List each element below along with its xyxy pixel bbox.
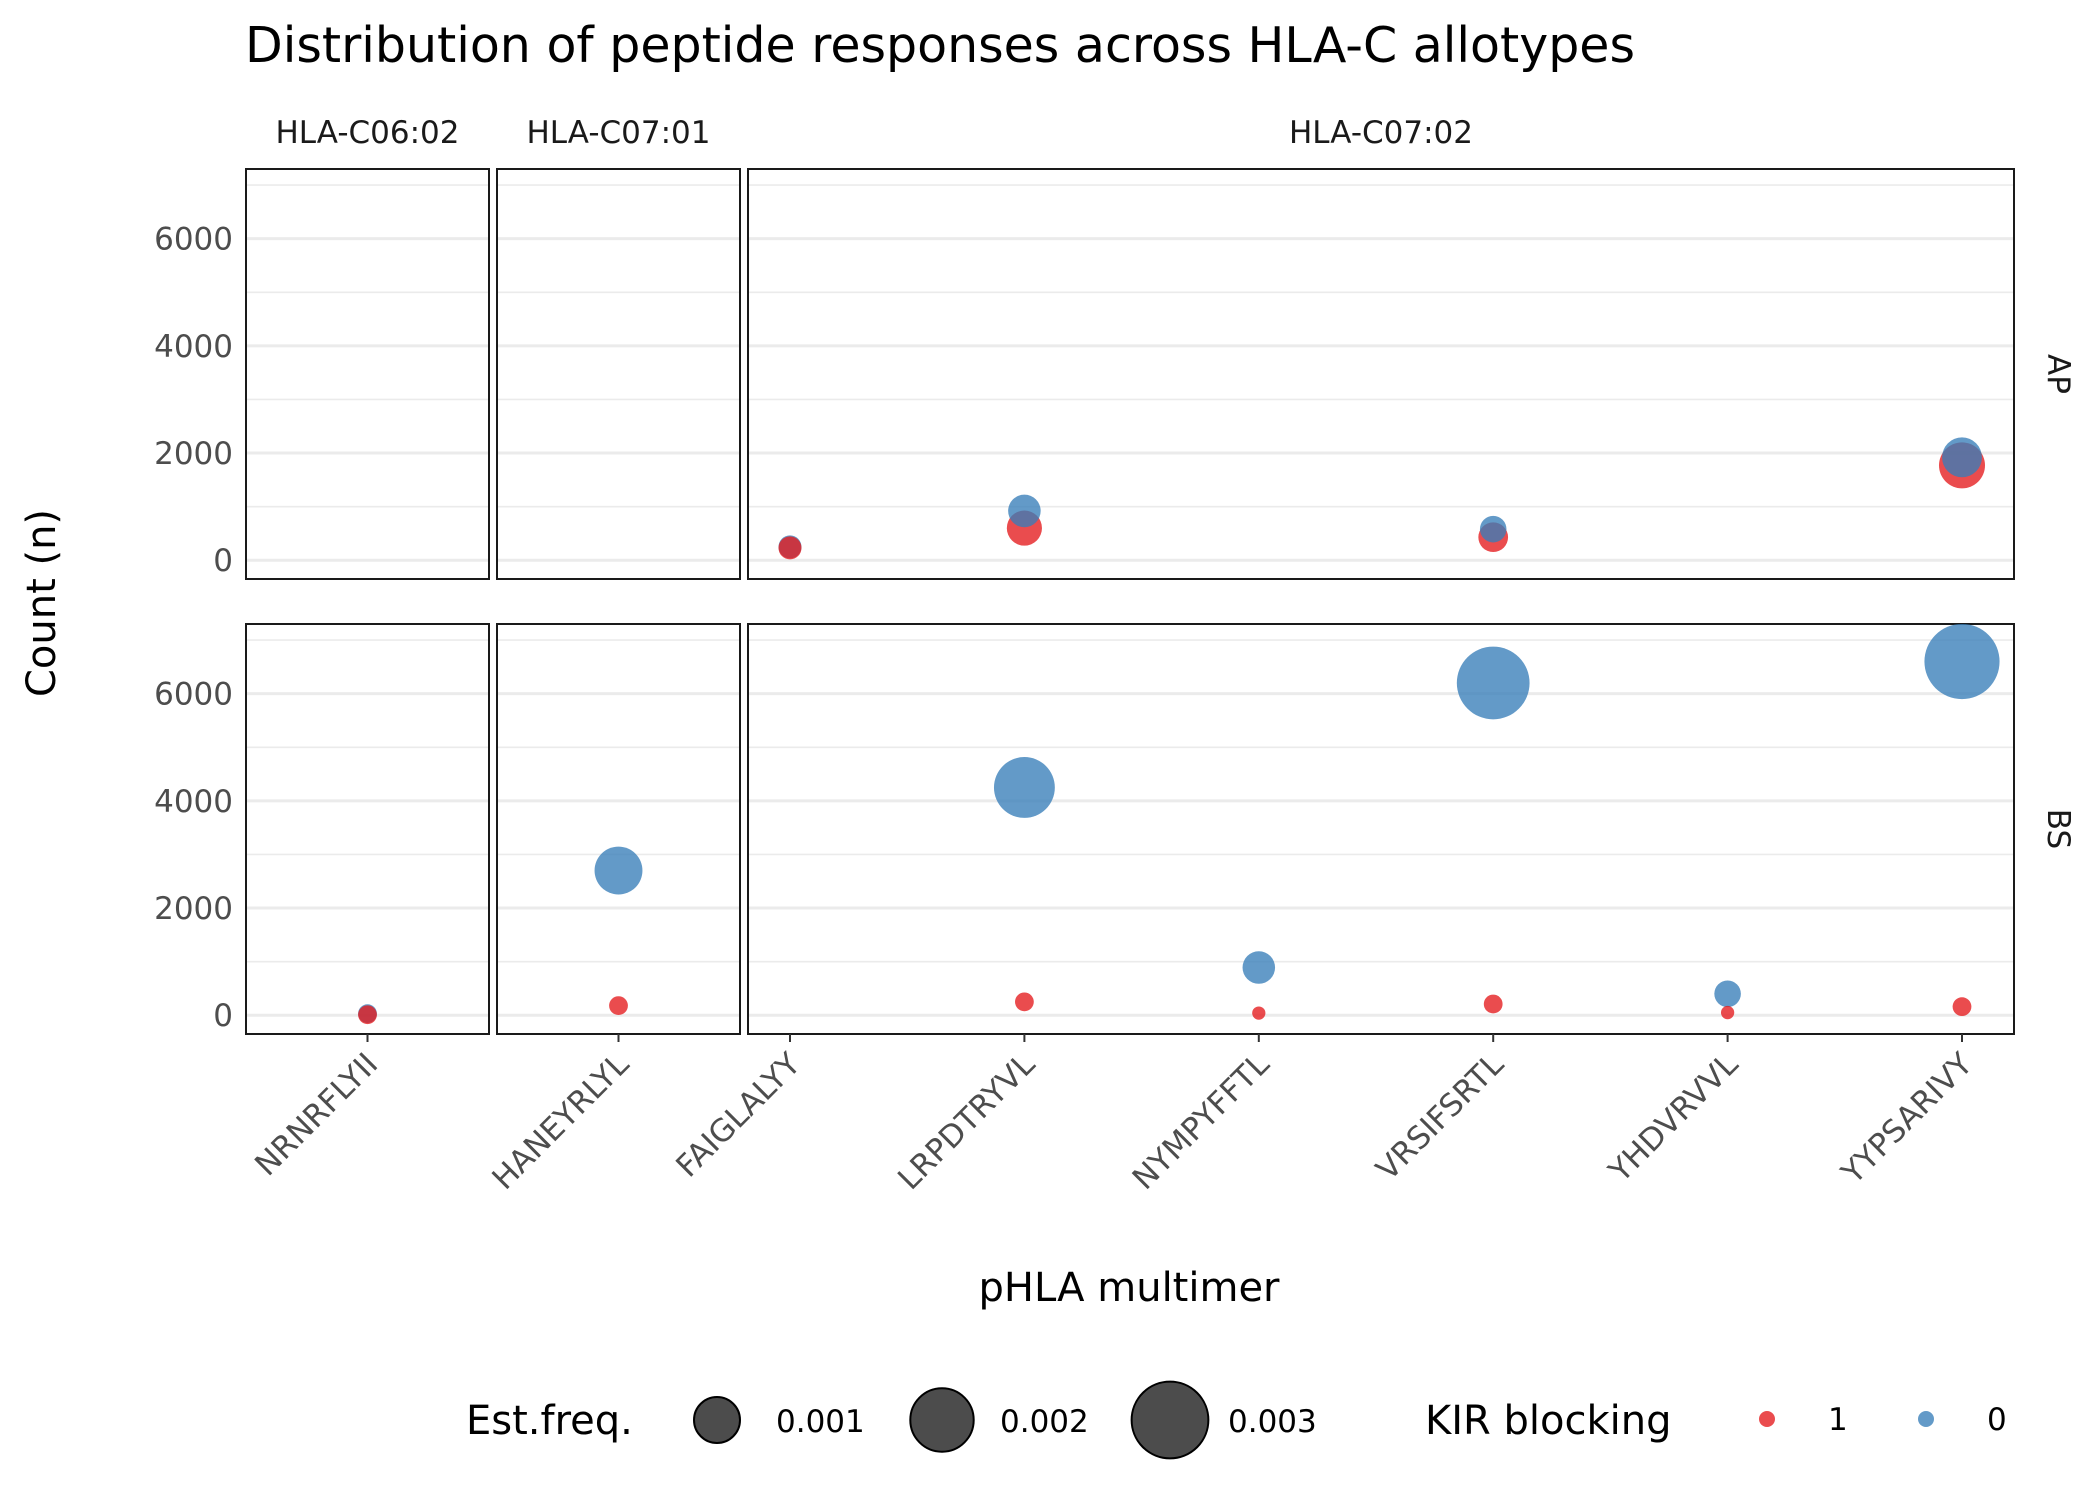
panel-border	[496, 168, 741, 580]
x-tick-label: LRPDTRYVL	[891, 1046, 1042, 1197]
y-axis-label: Count (n)	[19, 509, 65, 697]
panel-border	[245, 168, 490, 580]
data-point	[1456, 646, 1530, 720]
data-points	[358, 437, 2000, 1025]
y-tick-label: 4000	[154, 784, 233, 820]
x-tick-label: YHDVRVVL	[1601, 1046, 1745, 1190]
data-point	[1242, 951, 1276, 984]
panel-border	[496, 623, 741, 1035]
data-point	[1720, 1005, 1735, 1020]
y-axis: 0 2000 4000 6000 0 2000 4000 6000	[154, 222, 233, 1035]
y-tick-label: 0	[213, 543, 233, 579]
data-point	[1479, 515, 1507, 543]
y-tick-label: 0	[213, 998, 233, 1034]
size-legend-label: 0.003	[1228, 1404, 1317, 1440]
color-legend-label: 0	[1987, 1402, 2007, 1438]
x-axis-label: pHLA multimer	[979, 1265, 1281, 1311]
size-legend-title: Est.freq.	[466, 1398, 633, 1444]
size-legend-key	[909, 1387, 975, 1453]
x-tick-label: YYPSARIVY	[1834, 1046, 1980, 1192]
size-legend-keys: 0.001 0.002 0.003	[693, 1380, 1317, 1460]
color-legend-label: 1	[1828, 1402, 1848, 1438]
data-point	[1252, 1006, 1266, 1020]
data-point	[1015, 992, 1034, 1012]
y-tick-label: 2000	[154, 891, 233, 927]
facet-panel	[496, 168, 741, 580]
x-tick-label: HANEYRLYL	[485, 1046, 636, 1197]
data-point	[1952, 997, 1972, 1017]
size-legend-label: 0.001	[776, 1404, 865, 1440]
color-legend-title: KIR blocking	[1425, 1398, 1672, 1444]
column-strip-label: HLA-C06:02	[276, 115, 460, 151]
data-point	[1483, 994, 1503, 1014]
color-legend-key	[1918, 1411, 1934, 1427]
data-point	[993, 757, 1055, 818]
panel-border	[245, 623, 490, 1035]
data-point	[1008, 494, 1041, 528]
size-legend-key	[693, 1396, 741, 1444]
panel-border	[747, 168, 2015, 580]
x-tick-label: FAIGLALYY	[669, 1046, 807, 1184]
x-tick-label: NRNRFLYII	[248, 1046, 385, 1183]
y-tick-label: 4000	[154, 329, 233, 365]
chart-title: Distribution of peptide responses across…	[245, 17, 1635, 74]
row-strip-label: AP	[2040, 354, 2076, 394]
facet-panel	[747, 623, 2015, 1035]
data-point	[1714, 980, 1741, 1008]
color-legend-key	[1759, 1411, 1775, 1427]
legend: Est.freq. 0.001 0.002 0.003 KIR blocking 1…	[466, 1380, 2007, 1460]
facet-panel	[747, 168, 2015, 580]
size-legend-key	[1130, 1380, 1210, 1460]
y-tick-label: 6000	[154, 222, 233, 258]
x-axis: NRNRFLYII HANEYRLYL FAIGLALYY LRPDTRYVL NYMP…	[248, 1034, 1980, 1197]
column-strip-label: HLA-C07:01	[527, 115, 711, 151]
panel-border	[747, 623, 2015, 1035]
column-strip-label: HLA-C07:02	[1289, 115, 1473, 151]
facet-panels	[245, 168, 2015, 1035]
row-strip-label: BS	[2040, 809, 2076, 849]
data-point	[358, 1005, 377, 1025]
data-point	[594, 846, 643, 895]
data-point	[778, 536, 802, 560]
data-point	[1942, 437, 1982, 478]
facet-strips: AP BS HLA-C06:02 HLA-C07:01 HLA-C07:02	[276, 115, 2077, 849]
size-legend-label: 0.002	[1000, 1404, 1089, 1440]
facet-panel	[245, 168, 490, 580]
x-tick-label: NYMPYFFTL	[1126, 1046, 1277, 1197]
x-tick-label: VRSIFSRTL	[1369, 1046, 1511, 1188]
data-point	[609, 996, 628, 1015]
y-tick-label: 2000	[154, 436, 233, 472]
facet-panel	[245, 623, 490, 1035]
facet-panel	[496, 623, 741, 1035]
y-tick-label: 6000	[154, 677, 233, 713]
data-point	[1924, 623, 2000, 700]
